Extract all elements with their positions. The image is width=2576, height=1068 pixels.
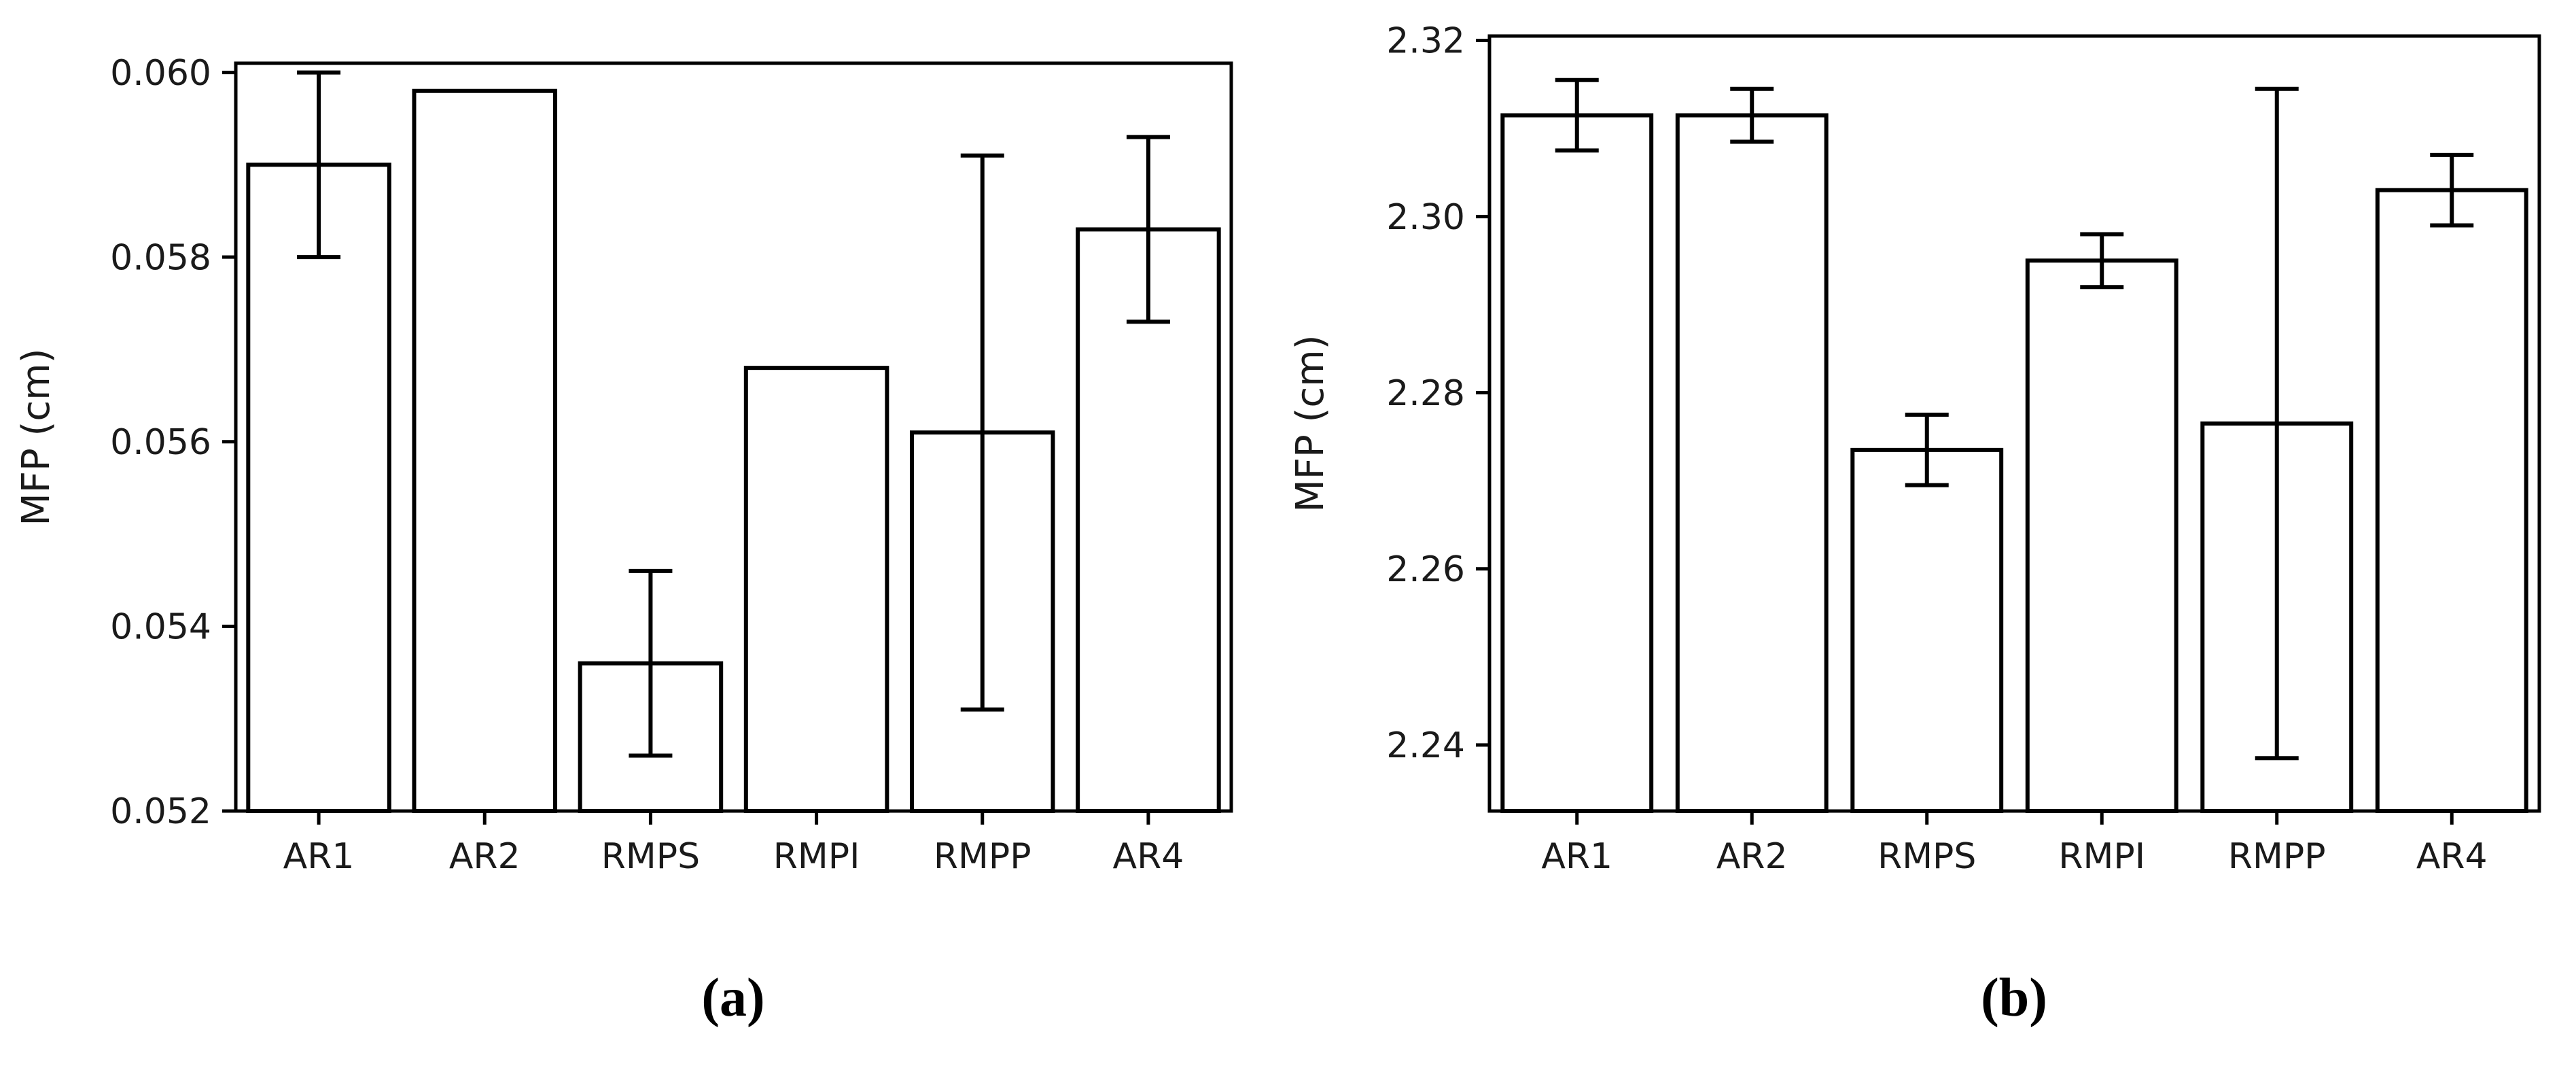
bar-AR2 xyxy=(1675,113,1829,814)
error-bar-AR4 xyxy=(2430,152,2474,228)
y-tick-label: 0.060 xyxy=(110,53,211,94)
bar-AR1 xyxy=(1500,113,1654,814)
plot-frame xyxy=(234,61,1233,813)
error-bar-RMPS xyxy=(1905,413,1949,487)
x-tick-label: AR1 xyxy=(1541,836,1612,877)
y-tick-label: 2.32 xyxy=(1386,21,1465,62)
bar-RMPI xyxy=(743,366,889,813)
y-axis-label: MFP (cm) xyxy=(14,348,58,526)
x-tick-label: AR2 xyxy=(449,836,521,877)
x-tick-label: AR4 xyxy=(1113,836,1184,877)
error-bar-AR4 xyxy=(1126,135,1170,324)
bar-chart-a: 0.052 0.054 0.056 0.058 0.060 AR1 AR2 RMPS RMPI R… xyxy=(8,5,1265,889)
y-tick-label: 2.24 xyxy=(1386,725,1465,766)
x-tick-label: RMPP xyxy=(2228,836,2326,877)
y-tick-label: 0.054 xyxy=(110,607,211,648)
y-axis-label: MFP (cm) xyxy=(1288,334,1333,512)
error-bar-AR1 xyxy=(1555,77,1599,153)
y-tick-label: 2.30 xyxy=(1386,197,1465,238)
caption-a: (a) xyxy=(701,968,765,1028)
panel-b: 2.24 2.26 2.28 2.30 2.32 AR1 AR2 RMPS RMPI RMPP AR… xyxy=(1286,5,2570,1029)
y-tick-label: 0.056 xyxy=(110,422,211,463)
error-bar-RMPS xyxy=(629,568,673,758)
figure-row: 0.052 0.054 0.056 0.058 0.060 AR1 AR2 RMPS RMPI R… xyxy=(8,5,2570,1029)
error-bar-RMPP xyxy=(2255,86,2299,761)
bar-AR1 xyxy=(246,162,391,814)
error-bar-AR2 xyxy=(1730,86,1774,144)
y-tick-label: 2.26 xyxy=(1386,549,1465,590)
x-tick-label: RMPI xyxy=(2058,836,2145,877)
plot-frame xyxy=(1487,34,2541,813)
x-tick-label: RMPS xyxy=(1877,836,1976,877)
caption-b: (b) xyxy=(1981,968,2047,1028)
y-tick-label: 0.052 xyxy=(110,791,211,832)
y-tick-label: 2.28 xyxy=(1386,373,1465,414)
error-bar-RMPI xyxy=(2080,232,2124,290)
bar-chart-b: 2.24 2.26 2.28 2.30 2.32 AR1 AR2 RMPS RMPI RMPP AR… xyxy=(1286,5,2570,889)
x-tick-label: RMPI xyxy=(773,836,860,877)
bar-RMPS xyxy=(1850,447,2004,813)
x-tick-label: RMPS xyxy=(601,836,700,877)
bar-AR2 xyxy=(412,88,558,814)
x-tick-label: AR2 xyxy=(1716,836,1788,877)
x-tick-label: AR4 xyxy=(2416,836,2488,877)
x-tick-label: RMPP xyxy=(934,836,1031,877)
bar-RMPI xyxy=(2025,258,2178,814)
panel-a: 0.052 0.054 0.056 0.058 0.060 AR1 AR2 RMPS RMPI R… xyxy=(8,5,1265,1029)
y-tick-label: 0.058 xyxy=(110,237,211,278)
error-bar-AR1 xyxy=(297,70,341,260)
error-bar-RMPP xyxy=(960,153,1004,712)
x-tick-label: AR1 xyxy=(283,836,355,877)
bar-AR4 xyxy=(2375,188,2528,814)
